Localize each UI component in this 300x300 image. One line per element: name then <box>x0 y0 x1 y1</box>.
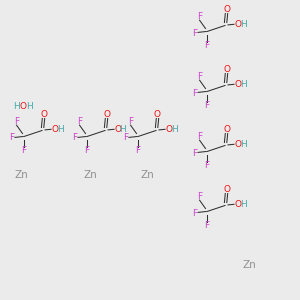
Text: Zn: Zn <box>83 170 97 181</box>
Text: F: F <box>14 117 19 126</box>
Text: H: H <box>240 80 246 89</box>
Text: F: F <box>192 208 197 217</box>
Text: Zn: Zn <box>14 170 28 181</box>
Text: O: O <box>234 200 241 209</box>
Text: F: F <box>21 146 27 155</box>
Text: F: F <box>84 146 90 155</box>
Text: H: H <box>240 20 246 29</box>
Text: F: F <box>9 134 14 142</box>
Text: O: O <box>51 125 58 134</box>
Text: F: F <box>128 117 133 126</box>
Text: O: O <box>223 5 230 14</box>
Text: F: F <box>192 88 197 98</box>
Text: F: F <box>204 101 210 110</box>
Text: F: F <box>197 72 202 81</box>
Text: F: F <box>204 161 210 170</box>
Text: H: H <box>57 125 63 134</box>
Text: F: F <box>197 192 202 201</box>
Text: F: F <box>192 148 197 158</box>
Text: O: O <box>234 20 241 29</box>
Text: F: F <box>204 221 210 230</box>
Text: F: F <box>135 146 141 155</box>
Text: O: O <box>223 125 230 134</box>
Text: Zn: Zn <box>242 260 256 271</box>
Text: O: O <box>234 80 241 89</box>
Text: O: O <box>114 125 121 134</box>
Text: O: O <box>103 110 110 119</box>
Text: O: O <box>223 65 230 74</box>
Text: O: O <box>223 185 230 194</box>
Text: F: F <box>204 41 210 50</box>
Text: F: F <box>197 132 202 141</box>
Text: H: H <box>240 200 246 209</box>
Text: F: F <box>123 134 128 142</box>
Text: F: F <box>197 12 202 21</box>
Text: H: H <box>120 125 126 134</box>
Text: Zn: Zn <box>140 170 154 181</box>
Text: H: H <box>240 140 246 149</box>
Text: O: O <box>40 110 47 119</box>
Text: H: H <box>13 102 20 111</box>
Text: O: O <box>154 110 161 119</box>
Text: H: H <box>26 102 32 111</box>
Text: O: O <box>20 102 27 111</box>
Text: H: H <box>171 125 177 134</box>
Text: F: F <box>77 117 82 126</box>
Text: F: F <box>72 134 77 142</box>
Text: F: F <box>192 28 197 38</box>
Text: O: O <box>234 140 241 149</box>
Text: O: O <box>165 125 172 134</box>
